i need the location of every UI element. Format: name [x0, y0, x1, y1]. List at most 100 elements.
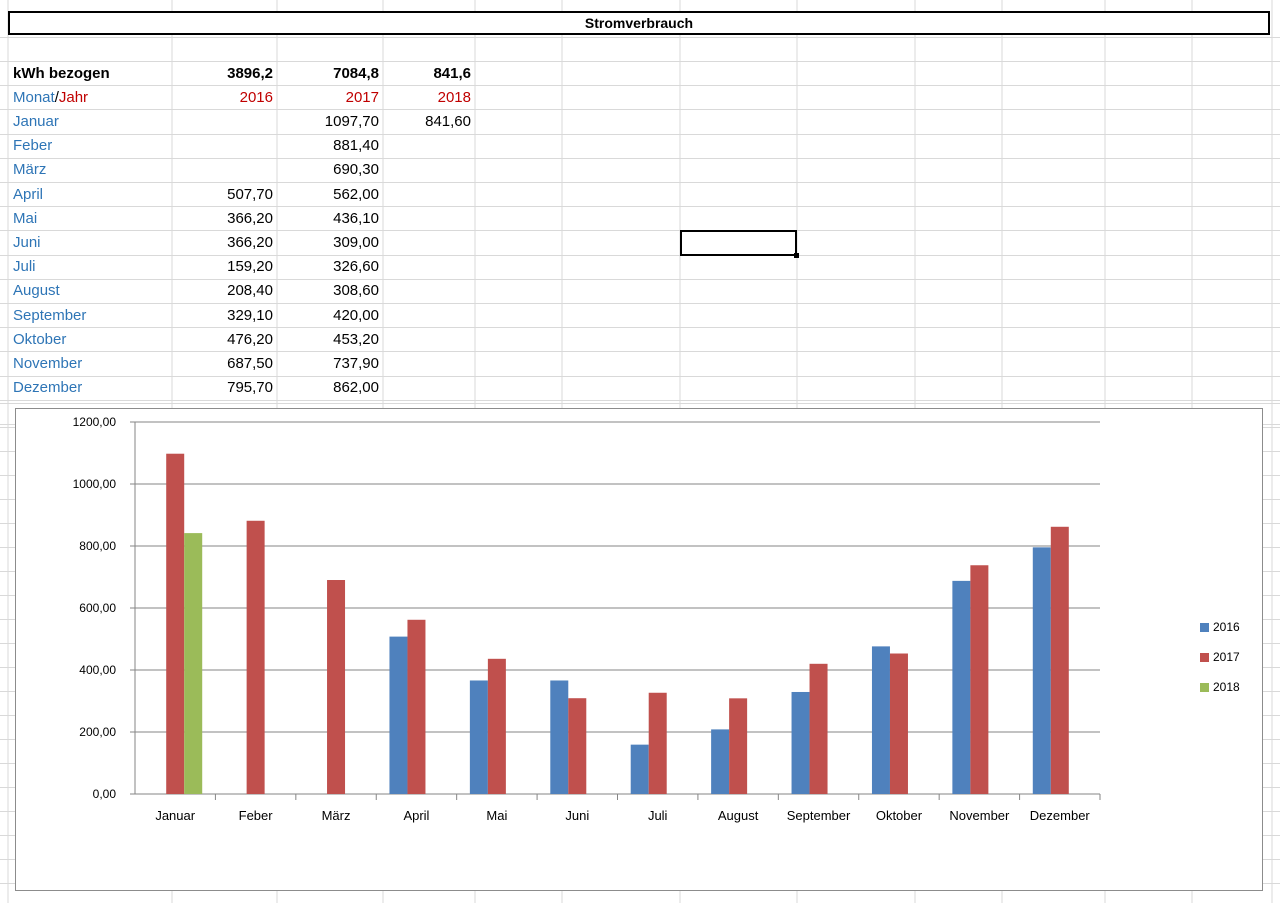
x-tick-label: Januar — [155, 808, 195, 823]
value-2016[interactable]: 795,70 — [227, 379, 273, 396]
bar-2017-april[interactable] — [407, 619, 426, 794]
x-tick-label: August — [718, 808, 759, 823]
y-tick-label: 1200,00 — [73, 415, 117, 429]
value-2017[interactable]: 562,00 — [333, 186, 379, 203]
bar-2017-mai[interactable] — [487, 658, 506, 794]
legend-swatch — [1200, 682, 1209, 692]
value-2016[interactable]: 366,20 — [227, 210, 273, 227]
bar-2017-januar[interactable] — [166, 453, 185, 794]
bar-2017-august[interactable] — [729, 698, 748, 794]
chart-legend[interactable]: 2016 2017 2018 — [1200, 612, 1240, 702]
value-2017[interactable]: 436,10 — [333, 210, 379, 227]
bar-2016-juni[interactable] — [550, 680, 569, 794]
bar-2017-november[interactable] — [970, 565, 989, 794]
value-2017[interactable]: 1097,70 — [324, 113, 379, 130]
x-tick-label: Juni — [565, 808, 589, 823]
value-2017[interactable]: 453,20 — [333, 331, 379, 348]
value-2016[interactable]: 208,40 — [227, 282, 273, 299]
bar-2017-feber[interactable] — [246, 520, 265, 794]
header-jahr: Jahr — [58, 89, 89, 106]
sheet-title-text: Stromverbrauch — [584, 15, 694, 31]
legend-item-2016[interactable]: 2016 — [1200, 612, 1240, 642]
bar-2017-oktober[interactable] — [889, 653, 908, 794]
month-label[interactable]: September — [13, 307, 87, 324]
month-label[interactable]: Mai — [13, 210, 38, 227]
bar-2016-september[interactable] — [791, 691, 810, 794]
month-label[interactable]: Feber — [13, 137, 53, 154]
bar-2016-mai[interactable] — [469, 680, 488, 794]
value-2017[interactable]: 420,00 — [333, 307, 379, 324]
value-2017[interactable]: 690,30 — [333, 161, 379, 178]
bar-2016-november[interactable] — [952, 580, 971, 794]
month-label[interactable]: Juni — [13, 234, 41, 251]
bar-2016-dezember[interactable] — [1032, 547, 1051, 794]
y-tick-label: 400,00 — [79, 663, 116, 677]
value-2017[interactable]: 326,60 — [333, 258, 379, 275]
value-2017[interactable]: 862,00 — [333, 379, 379, 396]
value-2016[interactable]: 366,20 — [227, 234, 273, 251]
value-2016[interactable]: 687,50 — [227, 355, 273, 372]
value-2016[interactable]: 507,70 — [227, 186, 273, 203]
header-year-2017[interactable]: 2017 — [345, 89, 379, 106]
x-tick-label: Feber — [239, 808, 274, 823]
bar-2016-juli[interactable] — [630, 744, 649, 794]
legend-swatch — [1200, 652, 1209, 662]
value-2016[interactable]: 159,20 — [227, 258, 273, 275]
y-tick-label: 200,00 — [79, 725, 116, 739]
bar-2017-september[interactable] — [809, 663, 828, 794]
month-label[interactable]: April — [13, 186, 44, 203]
value-2016[interactable]: 329,10 — [227, 307, 273, 324]
legend-label: 2018 — [1213, 680, 1240, 694]
y-tick-label: 0,00 — [93, 787, 117, 801]
month-label[interactable]: August — [13, 282, 60, 299]
y-tick-label: 1000,00 — [73, 477, 117, 491]
x-tick-label: Juli — [648, 808, 668, 823]
legend-item-2017[interactable]: 2017 — [1200, 642, 1240, 672]
legend-label: 2017 — [1213, 650, 1240, 664]
bar-2017-märz[interactable] — [327, 580, 346, 794]
value-2017[interactable]: 309,00 — [333, 234, 379, 251]
legend-item-2018[interactable]: 2018 — [1200, 672, 1240, 702]
kwh-total-2018[interactable]: 841,6 — [433, 65, 471, 82]
kwh-label[interactable]: kWh bezogen — [13, 65, 110, 82]
header-year-2018[interactable]: 2018 — [437, 89, 471, 106]
header-year-2016[interactable]: 2016 — [239, 89, 273, 106]
legend-swatch — [1200, 622, 1209, 632]
x-tick-label: Dezember — [1030, 808, 1091, 823]
fill-handle[interactable] — [794, 253, 799, 258]
x-tick-label: April — [403, 808, 429, 823]
y-tick-label: 600,00 — [79, 601, 116, 615]
x-tick-label: Oktober — [876, 808, 923, 823]
month-label[interactable]: Januar — [13, 113, 59, 130]
kwh-total-2017[interactable]: 7084,8 — [333, 65, 379, 82]
header-monat-jahr[interactable]: Monat/Jahr — [13, 86, 171, 110]
bar-2017-juli[interactable] — [648, 692, 667, 794]
bar-2016-oktober[interactable] — [871, 646, 890, 794]
selected-cell[interactable] — [680, 230, 799, 258]
header-monat: Monat — [13, 89, 55, 106]
y-tick-label: 800,00 — [79, 539, 116, 553]
x-tick-label: September — [787, 808, 851, 823]
value-2017[interactable]: 308,60 — [333, 282, 379, 299]
value-2017[interactable]: 881,40 — [333, 137, 379, 154]
x-tick-label: November — [949, 808, 1010, 823]
sheet-title[interactable]: Stromverbrauch — [8, 11, 1270, 35]
value-2016[interactable]: 476,20 — [227, 331, 273, 348]
month-label[interactable]: März — [13, 161, 47, 178]
kwh-total-2016[interactable]: 3896,2 — [227, 65, 273, 82]
bar-2016-april[interactable] — [389, 636, 408, 794]
month-label[interactable]: Juli — [13, 258, 36, 275]
month-label[interactable]: November — [13, 355, 83, 372]
bar-2017-dezember[interactable] — [1050, 526, 1069, 794]
legend-label: 2016 — [1213, 620, 1240, 634]
value-2017[interactable]: 737,90 — [333, 355, 379, 372]
header-separator: / — [54, 89, 59, 106]
bar-2018-januar[interactable] — [184, 533, 203, 794]
month-label[interactable]: Dezember — [13, 379, 83, 396]
bar-2016-august[interactable] — [711, 729, 730, 794]
month-label[interactable]: Oktober — [13, 331, 67, 348]
value-2018[interactable]: 841,60 — [425, 113, 471, 130]
x-tick-label: Mai — [486, 808, 507, 823]
bar-2017-juni[interactable] — [568, 698, 587, 794]
